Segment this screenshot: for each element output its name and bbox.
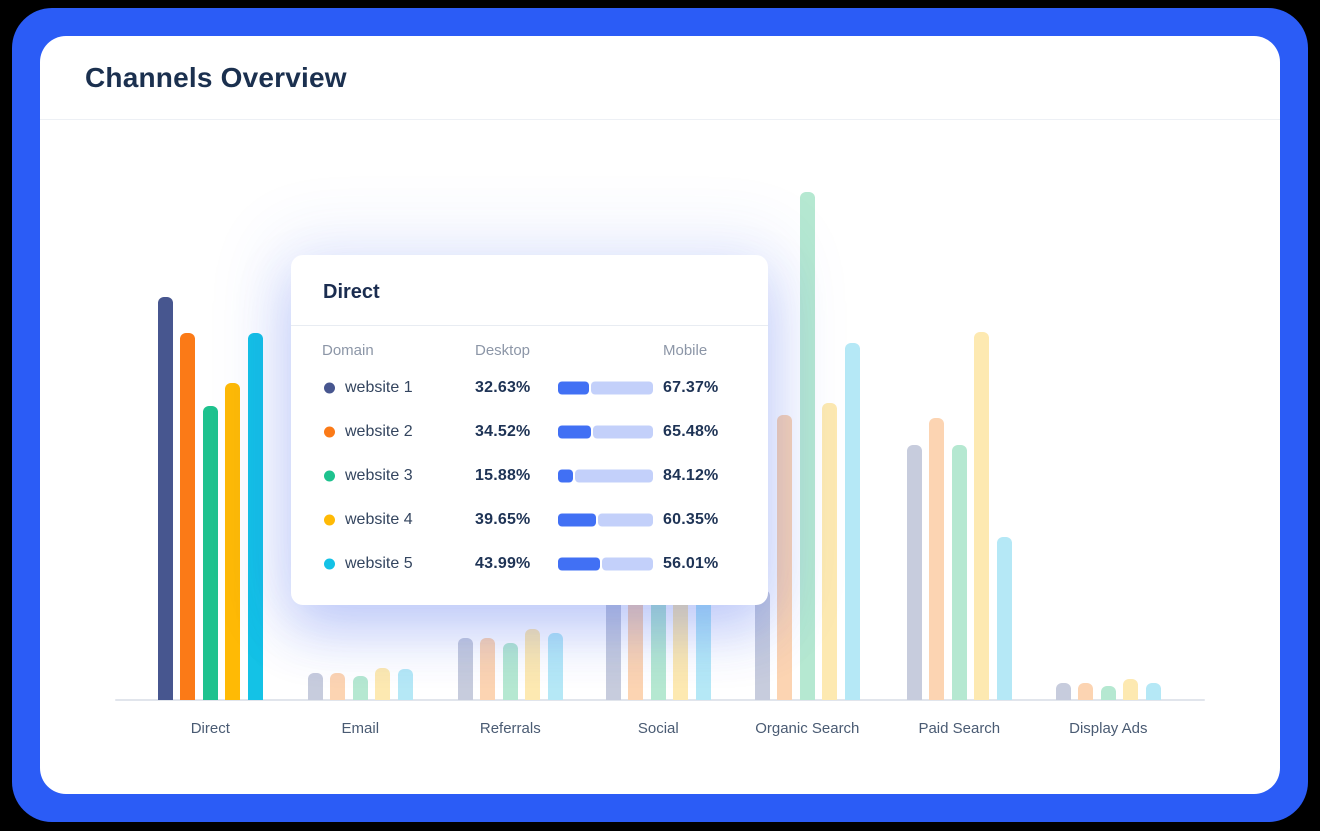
- bar-referrals-website-2[interactable]: [480, 638, 496, 700]
- tooltip-divider: [291, 325, 768, 326]
- desktop-mobile-split-bar: [558, 513, 653, 527]
- axis-label-referrals: Referrals: [479, 720, 541, 737]
- bar-display-ads-website-4[interactable]: [1123, 679, 1139, 700]
- bar-email-website-1[interactable]: [308, 673, 323, 700]
- axis-label-direct: Direct: [190, 720, 230, 737]
- tooltip-row-website-2: website 2 34.52% 65.48%: [291, 410, 768, 454]
- mobile-segment: [597, 513, 653, 527]
- bar-paid-search-website-1[interactable]: [907, 445, 922, 700]
- axis-label-email: Email: [341, 720, 380, 737]
- column-header-mobile: Mobile: [663, 342, 708, 359]
- bar-referrals-website-4[interactable]: [525, 629, 541, 700]
- channels-overview-card: Channels Overview Direct Email Referrals So…: [40, 36, 1280, 794]
- domain-label: website 5: [345, 555, 413, 572]
- bar-organic-search-website-3[interactable]: [799, 192, 815, 700]
- bar-paid-search-website-4[interactable]: [974, 332, 990, 700]
- bar-referrals-website-5[interactable]: [547, 633, 563, 700]
- channels-bar-chart: Channels Overview Direct Email Referrals So…: [40, 36, 1280, 794]
- desktop-segment: [558, 513, 596, 527]
- mobile-percent: 84.12%: [663, 467, 719, 484]
- domain-label: website 3: [345, 467, 413, 484]
- tooltip-row-website-5: website 5 43.99% 56.01%: [291, 542, 768, 586]
- tooltip-rows: website 1 32.63% 67.37% website 2 34.52% 65.4…: [291, 366, 768, 586]
- bar-direct-website-3[interactable]: [202, 406, 218, 700]
- bar-social-website-2[interactable]: [628, 580, 644, 700]
- mobile-percent: 67.37%: [663, 379, 719, 396]
- desktop-percent: 39.65%: [475, 511, 531, 528]
- bar-display-ads-website-3[interactable]: [1100, 686, 1116, 700]
- desktop-percent: 32.63%: [475, 379, 531, 396]
- series-dot-icon: [324, 426, 335, 438]
- desktop-mobile-split-bar: [558, 425, 653, 439]
- series-dot-icon: [324, 558, 335, 570]
- series-dot-icon: [324, 470, 335, 482]
- blue-device-frame: Channels Overview Direct Email Referrals So…: [12, 8, 1308, 822]
- desktop-percent: 15.88%: [475, 467, 531, 484]
- mobile-segment: [575, 469, 653, 483]
- tooltip-title: Direct: [323, 281, 380, 303]
- desktop-segment: [558, 381, 589, 395]
- bar-paid-search-website-5[interactable]: [996, 537, 1012, 700]
- tooltip-column-headers: Domain Desktop Mobile: [291, 342, 768, 366]
- series-dot-icon: [324, 382, 335, 394]
- tooltip-row-website-3: website 3 15.88% 84.12%: [291, 454, 768, 498]
- card-header: Channels Overview: [40, 36, 1280, 120]
- bar-display-ads-website-2[interactable]: [1078, 683, 1094, 700]
- mobile-segment: [601, 557, 653, 571]
- bar-email-website-3[interactable]: [352, 676, 368, 700]
- bar-email-website-5[interactable]: [397, 669, 413, 700]
- bar-organic-search-website-5[interactable]: [844, 343, 860, 700]
- bar-direct-website-5[interactable]: [247, 333, 263, 700]
- domain-label: website 2: [345, 423, 413, 440]
- bar-display-ads-website-5[interactable]: [1145, 683, 1161, 700]
- mobile-percent: 56.01%: [663, 555, 719, 572]
- column-header-desktop: Desktop: [475, 342, 531, 359]
- direct-tooltip: Direct Domain Desktop Mobile website 1 32…: [291, 255, 768, 605]
- bar-social-website-3[interactable]: [650, 590, 666, 700]
- bar-email-website-4[interactable]: [375, 668, 391, 700]
- desktop-segment: [558, 469, 574, 483]
- domain-label: website 1: [345, 379, 413, 396]
- desktop-mobile-split-bar: [558, 469, 653, 483]
- tooltip-row-website-1: website 1 32.63% 67.37%: [291, 366, 768, 410]
- bar-organic-search-website-4[interactable]: [822, 403, 838, 700]
- mobile-percent: 60.35%: [663, 511, 719, 528]
- axis-label-social: Social: [637, 720, 679, 737]
- bar-email-website-2[interactable]: [330, 673, 346, 700]
- axis-label-paid-search: Paid Search: [918, 720, 1001, 737]
- column-header-domain: Domain: [322, 342, 374, 359]
- desktop-mobile-split-bar: [558, 381, 653, 395]
- axis-label-organic-search: Organic Search: [755, 720, 860, 737]
- bar-display-ads-website-1[interactable]: [1056, 683, 1071, 700]
- bar-social-website-4[interactable]: [673, 575, 689, 700]
- bar-referrals-website-3[interactable]: [502, 643, 518, 700]
- tooltip-row-website-4: website 4 39.65% 60.35%: [291, 498, 768, 542]
- axis-label-display-ads: Display Ads: [1069, 720, 1148, 737]
- bar-paid-search-website-2[interactable]: [929, 418, 945, 700]
- bar-paid-search-website-3[interactable]: [951, 445, 967, 700]
- bar-direct-website-4[interactable]: [225, 383, 241, 700]
- desktop-segment: [558, 557, 600, 571]
- mobile-percent: 65.48%: [663, 423, 719, 440]
- bar-organic-search-website-2[interactable]: [777, 415, 793, 700]
- desktop-percent: 43.99%: [475, 555, 531, 572]
- bar-social-website-1[interactable]: [606, 585, 621, 700]
- desktop-percent: 34.52%: [475, 423, 531, 440]
- page-title: Channels Overview: [85, 61, 347, 93]
- domain-label: website 4: [345, 511, 413, 528]
- bar-direct-website-2[interactable]: [180, 333, 196, 700]
- desktop-segment: [558, 425, 591, 439]
- bar-referrals-website-1[interactable]: [458, 638, 473, 700]
- bar-direct-website-1[interactable]: [158, 297, 173, 700]
- desktop-mobile-split-bar: [558, 557, 653, 571]
- mobile-segment: [590, 381, 653, 395]
- series-dot-icon: [324, 514, 335, 526]
- x-axis-line: [115, 699, 1205, 701]
- mobile-segment: [592, 425, 653, 439]
- bar-organic-search-website-1[interactable]: [755, 590, 770, 700]
